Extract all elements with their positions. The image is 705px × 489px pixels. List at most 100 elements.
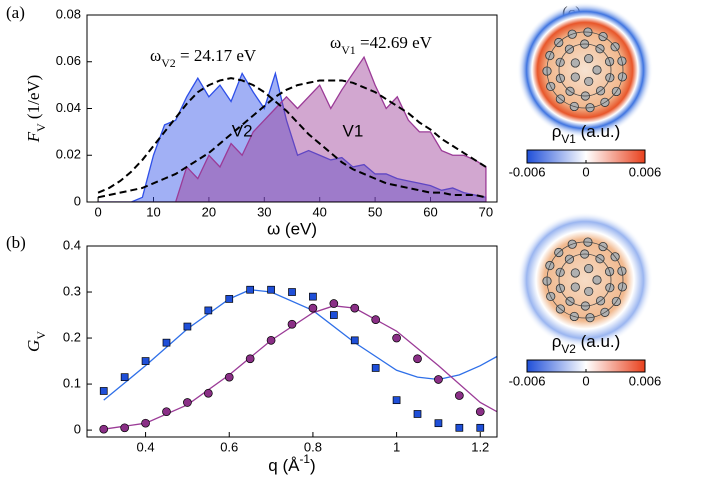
x-tick-label: 30 [257, 204, 271, 219]
annotation: ωV1 =42.69 eV [330, 33, 433, 57]
molecule-density [517, 2, 653, 138]
point [120, 373, 129, 382]
atom [592, 275, 602, 285]
cage [546, 241, 624, 319]
x-tick-label: 20 [202, 204, 216, 219]
x-tick-label: 40 [312, 204, 326, 219]
point [266, 335, 276, 345]
point [99, 387, 108, 395]
colorbar-tick-label: 0.006 [629, 164, 662, 179]
point [350, 336, 359, 345]
colorbar-tick-label: -0.006 [509, 373, 546, 388]
point [350, 303, 360, 313]
y-tick-label: 0.3 [63, 283, 81, 298]
point [141, 357, 150, 365]
y-axis-label: GV [24, 331, 48, 352]
point [371, 315, 381, 324]
annotation-part: ω [150, 46, 161, 65]
colorbar-label-part: V2 [561, 342, 576, 356]
y-axis-label-part: V [34, 331, 48, 340]
atom [584, 53, 594, 64]
point [434, 375, 443, 384]
plot-area [103, 289, 497, 430]
point [287, 319, 297, 329]
x-axis-label-part: q (Å [268, 456, 300, 475]
atom [570, 268, 580, 278]
cage [558, 253, 612, 307]
y-tick-label: 0.06 [56, 53, 81, 68]
colorbar-label-part: V1 [561, 132, 576, 146]
panel-label: (b) [6, 233, 26, 252]
fit-line [103, 305, 497, 430]
fit-line [97, 77, 487, 199]
annotation-part: V1 [341, 43, 356, 57]
area [98, 70, 487, 202]
point [329, 299, 339, 308]
molecule-density [517, 212, 653, 348]
x-tick-label: 0.6 [220, 439, 238, 454]
point [392, 333, 401, 343]
y-tick-label: 0.08 [56, 6, 81, 21]
colorbar-label-part: ρ [552, 122, 562, 141]
point [162, 338, 171, 347]
y-tick-label: 0.2 [63, 329, 81, 344]
fit-line [97, 79, 487, 199]
colorbar-label: ρV2 (a.u.) [552, 332, 621, 356]
x-tick-label: 0 [94, 204, 101, 219]
y-tick-label: 0.04 [56, 100, 81, 115]
point [225, 295, 234, 303]
point [224, 372, 234, 382]
atom [584, 76, 594, 87]
annotation: ωV2 = 24.17 eV [150, 46, 257, 70]
y-tick-label: 0 [74, 422, 81, 437]
plot-area [97, 55, 487, 202]
plot-frame [86, 14, 498, 203]
x-tick-label: 50 [368, 204, 382, 219]
point [413, 410, 422, 418]
point [245, 354, 255, 364]
colorbar-label: ρV1 (a.u.) [552, 122, 621, 146]
atom [570, 58, 580, 68]
y-tick-label: 0.02 [56, 147, 81, 162]
area [98, 55, 487, 202]
series-label: V2 [232, 121, 253, 140]
x-axis-label: ω (eV) [267, 219, 317, 238]
annotation-part: =42.69 eV [356, 33, 433, 52]
cage [546, 31, 624, 109]
point [413, 354, 422, 364]
y-tick-label: 0.4 [63, 237, 81, 252]
colorbar-label-part: (a.u.) [576, 332, 620, 351]
x-tick-label: 10 [146, 204, 160, 219]
point [329, 311, 338, 319]
x-axis-label: q (Å-1) [268, 452, 315, 475]
annotation-part: = 24.17 eV [176, 46, 257, 65]
y-axis-label-part: (1/eV) [24, 75, 43, 124]
x-tick-label: 1 [393, 439, 400, 454]
annotation-part: V2 [161, 56, 176, 70]
point [183, 398, 192, 407]
x-axis-label-part: -1 [299, 452, 310, 466]
panel-label: (a) [6, 3, 25, 22]
atom [584, 263, 594, 274]
atom [570, 72, 580, 82]
y-tick-label: 0 [74, 193, 81, 208]
point [454, 391, 464, 400]
y-axis-label-part: F [24, 131, 43, 143]
fit-line [103, 289, 497, 401]
point [476, 423, 485, 432]
y-tick-label: 0.1 [63, 376, 81, 391]
point [267, 285, 275, 294]
plot-frame [86, 245, 498, 438]
point [141, 418, 150, 428]
annotation-part: ω [330, 33, 341, 52]
point [455, 423, 464, 432]
atom [584, 286, 594, 297]
x-tick-label: 0.8 [304, 439, 322, 454]
point [371, 364, 380, 372]
point [120, 423, 130, 433]
x-axis-label-part: ) [310, 456, 316, 475]
y-axis-label: FV (1/eV) [24, 75, 48, 144]
y-axis-label-part: V [34, 123, 48, 132]
x-tick-label: 0.4 [137, 439, 155, 454]
point [309, 292, 317, 301]
